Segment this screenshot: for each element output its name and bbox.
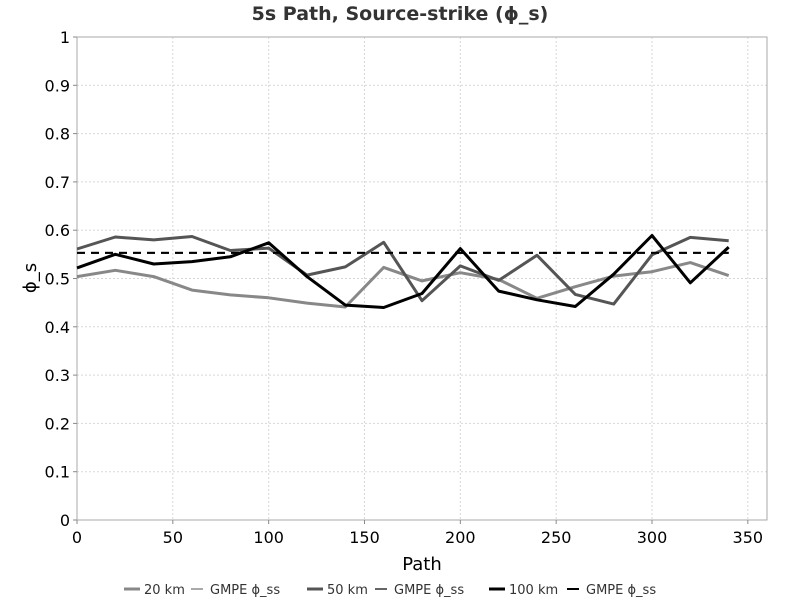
series-line-2 [76, 235, 729, 306]
y-tick-label: 0.4 [45, 318, 70, 337]
y-tick-label: 0.2 [45, 414, 70, 433]
legend-label: 50 km [327, 583, 368, 598]
y-tick-label: 0.9 [45, 76, 70, 95]
y-tick-label: 0.6 [45, 221, 70, 240]
x-tick-label: 250 [541, 528, 572, 547]
x-axis-label: Path [402, 554, 442, 575]
y-tick-label: 0.1 [45, 463, 70, 482]
x-tick-label: 0 [72, 528, 82, 547]
series-group [76, 234, 730, 309]
y-tick-label: 0.5 [45, 270, 70, 289]
y-axis: 0 0.1 0.2 0.3 0.4 0.5 0.6 0.7 0.8 0.9 1 [45, 28, 77, 530]
x-axis: 0 50 100 150 200 250 300 350 [72, 520, 763, 547]
legend-label: GMPE ϕ_ss [586, 583, 656, 598]
y-axis-label: ϕ_s [20, 263, 41, 293]
y-tick-label: 0.8 [45, 125, 70, 144]
y-tick-label: 0 [60, 511, 70, 530]
legend-label: GMPE ϕ_ss [210, 583, 280, 598]
legend: 20 km GMPE ϕ_ss 50 km GMPE ϕ_ss 100 km GMPE ϕ… [124, 583, 656, 598]
chart-title: 5s Path, Source-strike (ϕ_s) [252, 3, 549, 25]
legend-label: 20 km [144, 583, 185, 598]
x-tick-label: 150 [349, 528, 380, 547]
y-tick-label: 0.3 [45, 366, 70, 385]
x-tick-label: 100 [253, 528, 284, 547]
grid [76, 36, 767, 521]
x-tick-label: 50 [163, 528, 183, 547]
x-tick-label: 350 [733, 528, 764, 547]
legend-label: 100 km [509, 583, 558, 598]
y-tick-label: 1 [60, 28, 70, 47]
x-tick-label: 200 [445, 528, 476, 547]
series-line-4 [76, 234, 730, 309]
y-tick-label: 0.7 [45, 173, 70, 192]
x-tick-label: 300 [637, 528, 668, 547]
legend-label: GMPE ϕ_ss [394, 583, 464, 598]
